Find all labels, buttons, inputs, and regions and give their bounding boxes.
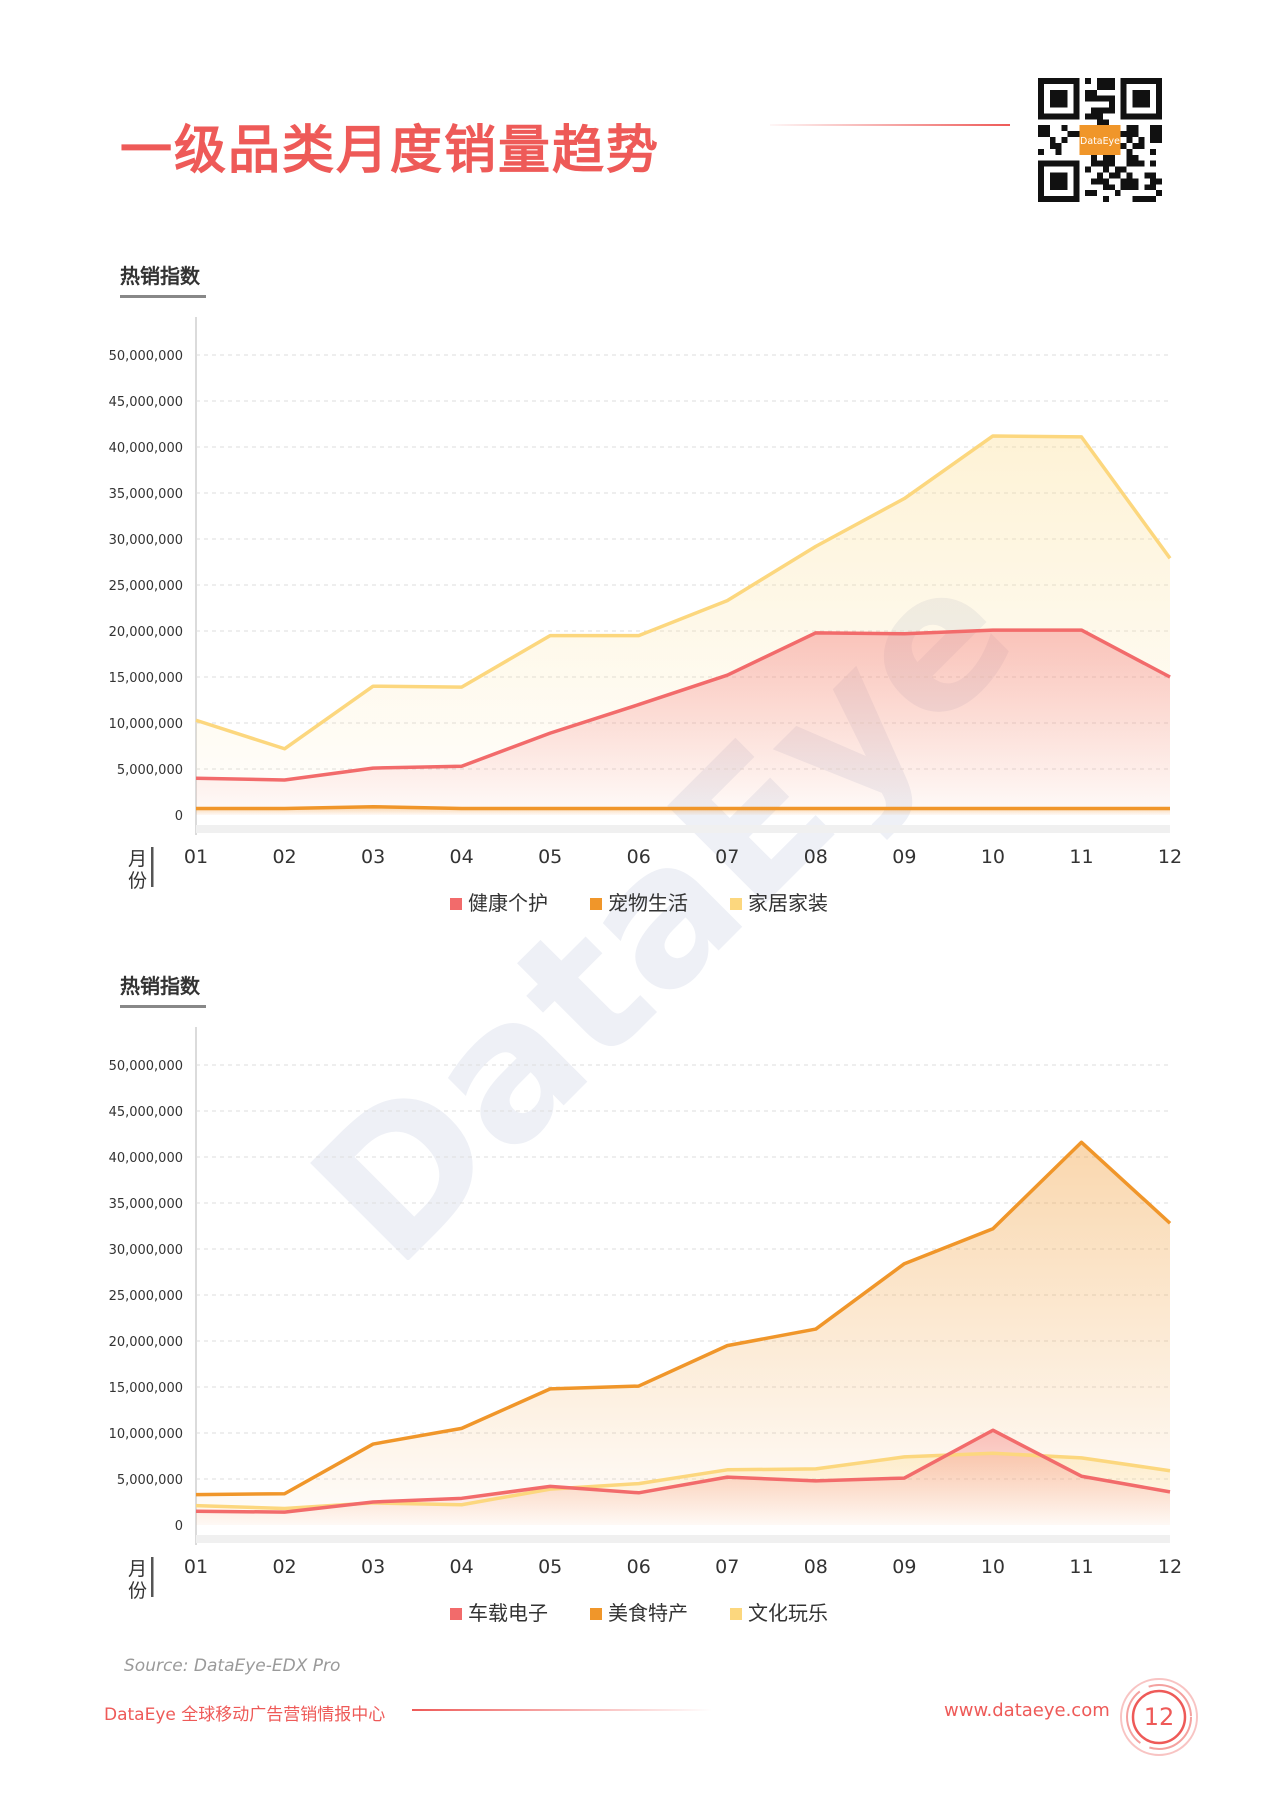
- x-tick-label: 01: [184, 1556, 208, 1578]
- legend-swatch: [450, 898, 462, 910]
- y-tick-label: 15,000,000: [109, 671, 183, 686]
- series-line-0: [195, 1428, 1171, 1514]
- y-tick-label: 35,000,000: [109, 1197, 183, 1212]
- y-tick-label: 30,000,000: [109, 1243, 183, 1258]
- footer-website-link[interactable]: www.dataeye.com: [944, 1700, 1110, 1721]
- x-tick-label: 05: [538, 1556, 562, 1578]
- series-line-1: [196, 804, 1170, 811]
- x-tick-label: 06: [627, 846, 651, 868]
- legend-swatch: [450, 1608, 462, 1620]
- legend-label: 健康个护: [468, 891, 548, 915]
- series-area-1: [196, 1142, 1170, 1525]
- y-tick-label: 10,000,000: [109, 1427, 183, 1442]
- legend-label: 美食特产: [608, 1601, 688, 1625]
- series-line-2: [195, 434, 1172, 751]
- y-tick-label: 25,000,000: [109, 579, 183, 594]
- x-tick-label: 07: [715, 846, 739, 868]
- series-area-0: [196, 630, 1170, 815]
- page-title: 一级品类月度销量趋势: [120, 121, 661, 181]
- x-tick-label: 03: [361, 846, 385, 868]
- source-note: Source: DataEye-EDX Pro: [124, 1656, 341, 1676]
- x-tick-label: 12: [1158, 846, 1182, 868]
- x-tick-label: 02: [272, 1556, 296, 1578]
- x-tick-label: 10: [981, 1556, 1005, 1578]
- x-axis-title-bar: [151, 1557, 154, 1597]
- legend-label: 家居家装: [748, 891, 828, 915]
- x-axis-band: [196, 825, 1170, 833]
- x-tick-label: 11: [1069, 846, 1093, 868]
- page-number: 12: [1143, 1703, 1175, 1731]
- y-tick-label: 0: [175, 809, 183, 824]
- y-tick-label: 0: [175, 1519, 183, 1534]
- chart-bottom: 热销指数 0 5,000,000 10,000,000 15,000,000 20,000…: [109, 974, 1183, 1625]
- y-axis-title-underline: [120, 295, 206, 298]
- x-tick-label: 03: [361, 1556, 385, 1578]
- y-tick-label: 5,000,000: [117, 1473, 183, 1488]
- legend-swatch: [730, 1608, 742, 1620]
- x-axis-title-bar: [151, 847, 154, 887]
- y-tick-label: 30,000,000: [109, 533, 183, 548]
- y-tick-label: 20,000,000: [109, 1335, 183, 1350]
- x-tick-label: 09: [892, 1556, 916, 1578]
- footer-organization: DataEye 全球移动广告营销情报中心: [104, 1705, 386, 1725]
- x-tick-label: 01: [184, 846, 208, 868]
- y-tick-label: 20,000,000: [109, 625, 183, 640]
- y-tick-label: 35,000,000: [109, 487, 183, 502]
- legend-label: 文化玩乐: [748, 1601, 828, 1625]
- x-tick-label: 06: [627, 1556, 651, 1578]
- x-tick-label: 04: [450, 1556, 474, 1578]
- legend-swatch: [730, 898, 742, 910]
- y-axis-title: 热销指数: [120, 974, 201, 998]
- legend-label: 车载电子: [468, 1601, 548, 1625]
- y-axis-title: 热销指数: [120, 264, 201, 288]
- y-tick-label: 5,000,000: [117, 763, 183, 778]
- x-tick-label: 07: [715, 1556, 739, 1578]
- x-axis-title: 月份: [128, 848, 147, 892]
- y-tick-label: 50,000,000: [109, 349, 183, 364]
- y-tick-label: 40,000,000: [109, 441, 183, 456]
- series-area-0: [196, 1430, 1170, 1525]
- x-tick-label: 10: [981, 846, 1005, 868]
- qr-code: DataEye: [1038, 78, 1162, 202]
- y-axis-title-underline: [120, 1005, 206, 1008]
- x-tick-label: 12: [1158, 1556, 1182, 1578]
- legend-swatch: [590, 898, 602, 910]
- x-tick-label: 08: [804, 846, 828, 868]
- x-axis-band: [196, 1535, 1170, 1543]
- legend-label: 宠物生活: [608, 891, 688, 915]
- page-badge: [1120, 1678, 1198, 1756]
- title-divider: [770, 124, 1010, 126]
- y-tick-label: 25,000,000: [109, 1289, 183, 1304]
- x-tick-label: 05: [538, 846, 562, 868]
- x-tick-label: 08: [804, 1556, 828, 1578]
- y-tick-label: 50,000,000: [109, 1059, 183, 1074]
- y-tick-label: 40,000,000: [109, 1151, 183, 1166]
- y-tick-label: 10,000,000: [109, 717, 183, 732]
- legend-swatch: [590, 1608, 602, 1620]
- x-axis-title: 月份: [128, 1558, 147, 1602]
- series-line-0: [195, 628, 1171, 782]
- x-tick-label: 04: [450, 846, 474, 868]
- chart-top: 热销指数 0 5,000,000 10,000,000 15,000,000 20,000…: [109, 264, 1183, 915]
- footer-divider: [412, 1709, 712, 1711]
- y-tick-label: 45,000,000: [109, 395, 183, 410]
- x-tick-label: 11: [1069, 1556, 1093, 1578]
- y-tick-label: 45,000,000: [109, 1105, 183, 1120]
- x-tick-label: 02: [272, 846, 296, 868]
- y-tick-label: 15,000,000: [109, 1381, 183, 1396]
- x-tick-label: 09: [892, 846, 916, 868]
- series-line-1: [195, 1140, 1172, 1497]
- qr-logo-text: DataEye: [1080, 136, 1120, 147]
